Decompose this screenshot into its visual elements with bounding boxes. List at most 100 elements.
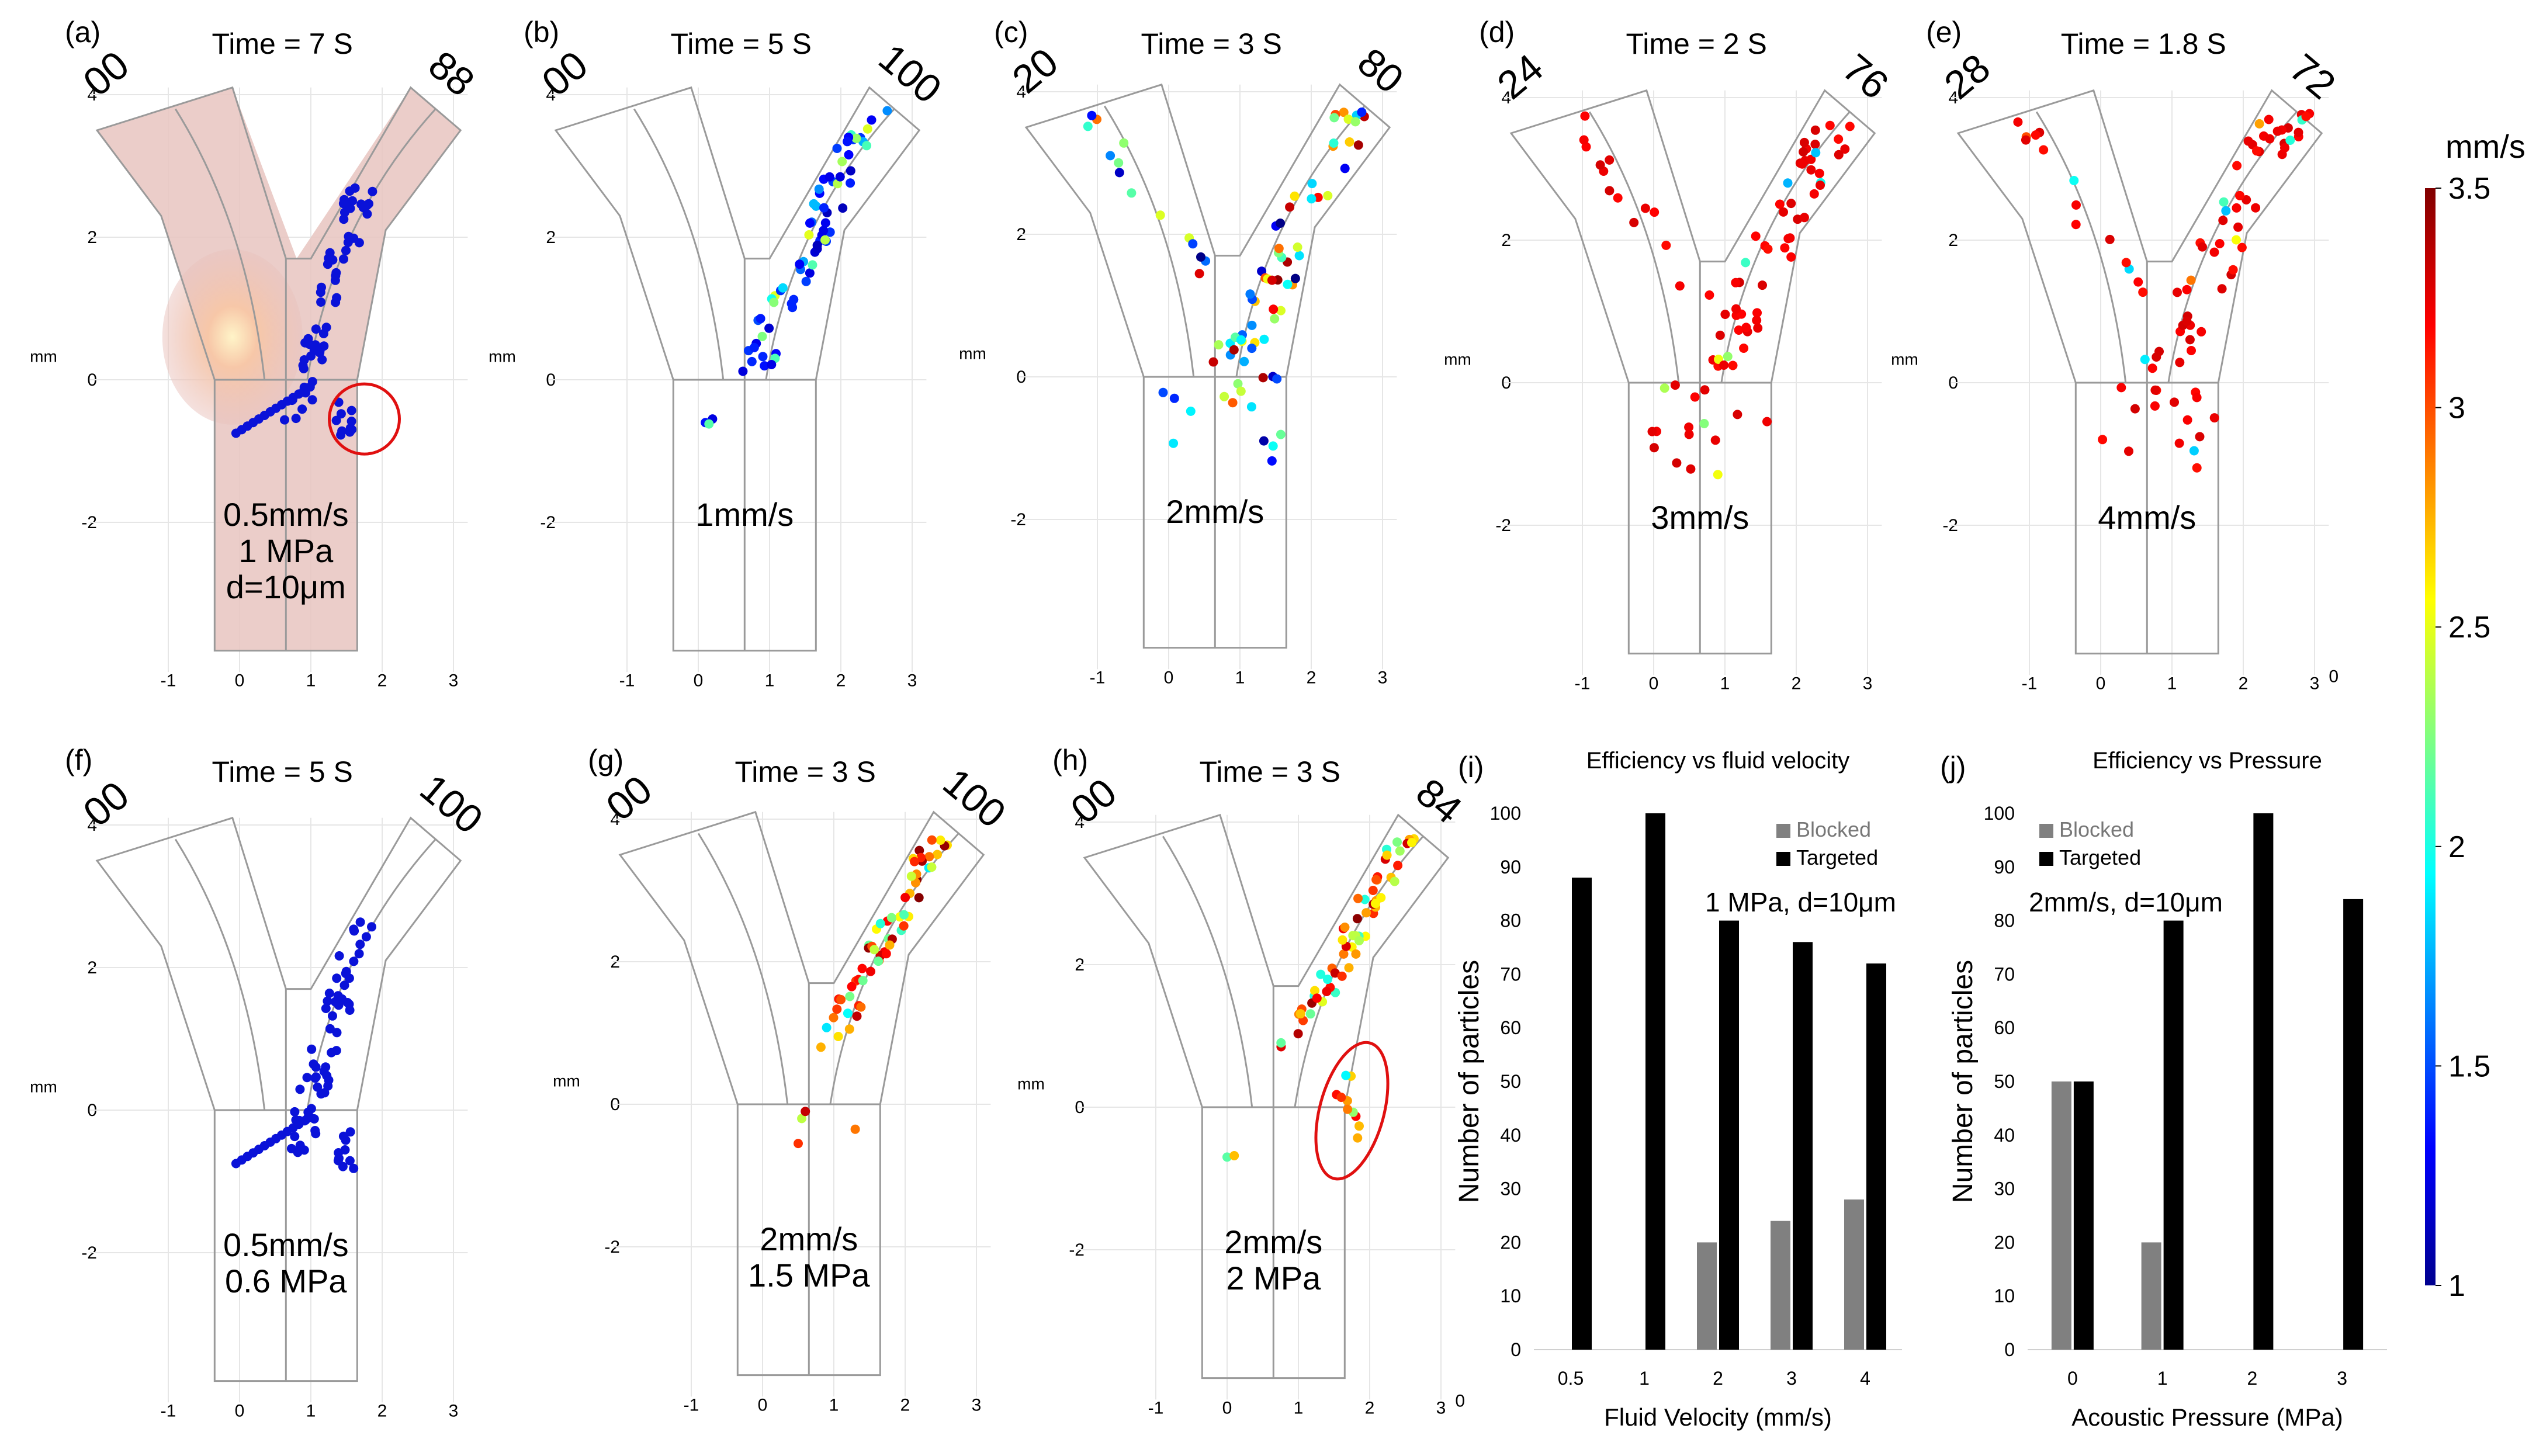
right-branch-count: 100	[935, 760, 1014, 837]
particle-dot	[2264, 115, 2274, 124]
particle-dot	[341, 966, 351, 976]
particle-dot	[367, 922, 376, 932]
y-axis-label: mm	[553, 1072, 580, 1090]
particle-dot	[311, 1072, 321, 1082]
particle-dot	[330, 997, 340, 1007]
x-tick-label: 1	[306, 671, 316, 691]
particle-dot	[1780, 243, 1790, 253]
y-tick-label: 80	[1994, 910, 2015, 931]
y-tick-label: 70	[1500, 963, 1521, 984]
particle-dot	[338, 199, 348, 209]
particle-dot	[856, 1002, 866, 1012]
legend-swatch	[2039, 824, 2053, 838]
particle-dot	[738, 366, 748, 376]
particle-dot	[1268, 441, 1278, 451]
particle-dot	[2215, 239, 2225, 248]
particle-dot	[843, 1008, 853, 1018]
particle-dot	[1647, 427, 1657, 436]
particle-dot	[336, 409, 346, 419]
particle-dot	[1779, 207, 1788, 217]
right-branch-inner-wall	[1235, 105, 1366, 377]
x-tick-label: 3	[2310, 674, 2320, 694]
particle-dot	[1758, 280, 1767, 290]
particle-dot	[1269, 304, 1279, 314]
particle-dot	[280, 415, 289, 425]
x-tick-label: 0	[2096, 674, 2106, 694]
particle-dot	[355, 917, 365, 927]
particle-dot	[1351, 949, 1361, 959]
particle-dot	[862, 141, 872, 151]
particle-dot	[324, 1075, 334, 1085]
particle-dot	[760, 361, 770, 371]
left-branch-inner-wall	[1162, 836, 1253, 1108]
particle-dot	[1393, 861, 1403, 871]
particle-dot	[1343, 1104, 1353, 1114]
particle-dot	[2186, 275, 2196, 285]
particle-dot	[1336, 1093, 1346, 1103]
y-axis-label: mm	[1444, 351, 1471, 369]
particle-dot	[339, 214, 349, 224]
particle-dot	[875, 918, 885, 928]
particle-dot	[1720, 310, 1730, 319]
axis-corner-zero: 0	[1455, 1391, 1465, 1410]
legend-label: Blocked	[1796, 817, 1871, 841]
x-tick-label: 2	[900, 1396, 910, 1415]
particle-dot	[866, 966, 875, 976]
particle-dot	[1670, 380, 1680, 390]
particle-dot	[299, 364, 309, 373]
condition-label: 0.5mm/s	[223, 496, 349, 533]
particle-dot	[1285, 202, 1295, 212]
panel-time: Time = 7 S	[212, 27, 353, 60]
bar-targeted	[1719, 920, 1739, 1350]
particle-dot	[1686, 464, 1696, 474]
particle-dot	[1344, 963, 1354, 973]
particle-dot	[1713, 470, 1723, 480]
left-branch-count: 00	[533, 43, 596, 105]
particle-dot	[832, 1004, 842, 1014]
particle-dot	[2098, 435, 2108, 445]
particle-dot	[2192, 463, 2202, 473]
x-tick-label: 2	[1365, 1399, 1375, 1418]
particle-dot	[355, 940, 365, 949]
x-tick-label: 2	[1713, 1368, 1723, 1389]
particle-dot	[1341, 1070, 1351, 1080]
particle-dot	[1814, 168, 1824, 178]
particle-dot	[1353, 1133, 1363, 1143]
particle-dot	[805, 268, 815, 278]
particle-dot	[1196, 252, 1205, 262]
panel-letter: (i)	[1458, 751, 1484, 784]
particle-dot	[1339, 949, 1349, 959]
particle-dot	[843, 137, 852, 147]
particle-dot	[850, 1124, 860, 1134]
colorbar-tick-label: 3.5	[2448, 172, 2490, 206]
particle-dot	[323, 996, 332, 1006]
particle-dot	[290, 1132, 300, 1142]
particle-dot	[837, 157, 847, 167]
particle-dot	[885, 940, 895, 950]
particle-dot	[1272, 374, 1282, 384]
particle-dot	[334, 951, 344, 961]
channel-outline	[95, 86, 462, 652]
y-axis-label: mm	[489, 348, 516, 366]
x-tick-label: 2	[377, 1402, 387, 1421]
particle-dot	[333, 1156, 343, 1166]
particle-dot	[862, 124, 872, 134]
y-tick-label: 90	[1994, 857, 2015, 878]
particle-dot	[1360, 895, 1370, 904]
particle-dot	[2272, 126, 2282, 136]
particle-dot	[295, 1084, 305, 1094]
particle-dot	[1270, 314, 1280, 324]
x-tick-label: 0	[1164, 668, 1174, 688]
particle-dot	[2232, 235, 2241, 245]
x-tick-label: 3	[1786, 1368, 1797, 1389]
particle-dot	[1295, 1009, 1305, 1019]
particle-dot	[309, 1059, 318, 1069]
particle-dot	[2301, 112, 2311, 122]
particle-dot	[331, 297, 341, 307]
particle-dot	[2170, 397, 2179, 407]
particle-dot	[1340, 923, 1350, 932]
particle-dot	[847, 982, 857, 992]
